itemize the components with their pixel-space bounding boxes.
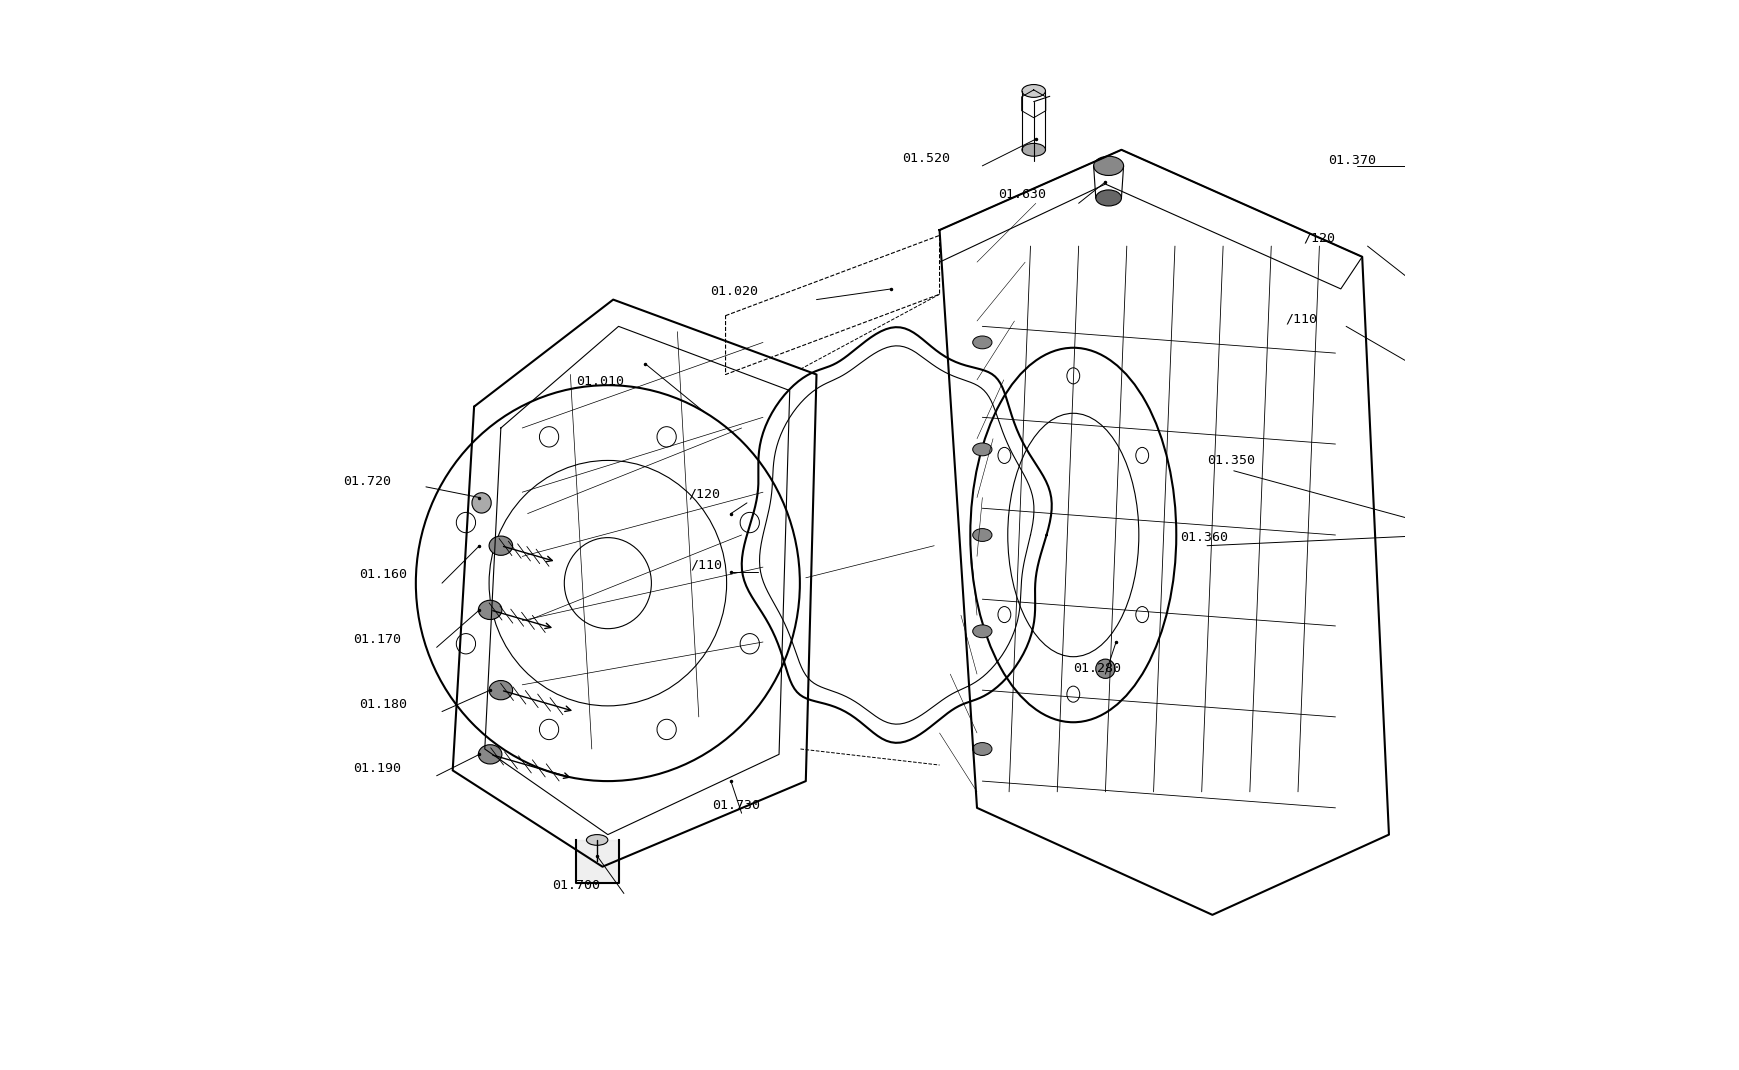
Text: 01.020: 01.020	[710, 285, 756, 297]
Text: 01.190: 01.190	[353, 762, 402, 775]
Text: /110: /110	[690, 559, 722, 571]
Ellipse shape	[1471, 465, 1530, 605]
Ellipse shape	[972, 743, 991, 755]
Text: 01.180: 01.180	[358, 698, 407, 710]
Ellipse shape	[1715, 519, 1723, 551]
Text: 01.010: 01.010	[576, 376, 624, 388]
Ellipse shape	[972, 529, 991, 541]
Bar	[1542, 501, 1640, 570]
Ellipse shape	[586, 835, 607, 845]
Text: /120: /120	[689, 488, 720, 501]
Ellipse shape	[1094, 156, 1123, 175]
Ellipse shape	[1021, 143, 1045, 156]
Ellipse shape	[489, 536, 513, 555]
Text: 01.170: 01.170	[353, 633, 402, 646]
Text: 01.630: 01.630	[998, 188, 1045, 201]
Text: 01.370: 01.370	[1327, 154, 1376, 167]
Ellipse shape	[471, 493, 490, 514]
Text: /110: /110	[1285, 312, 1316, 325]
Text: 01.280: 01.280	[1073, 662, 1120, 675]
Text: 01.360: 01.360	[1179, 531, 1228, 544]
Ellipse shape	[478, 745, 501, 764]
Ellipse shape	[1096, 190, 1122, 207]
Ellipse shape	[489, 681, 513, 700]
Ellipse shape	[972, 443, 991, 456]
Ellipse shape	[972, 625, 991, 638]
Ellipse shape	[1428, 501, 1456, 570]
Polygon shape	[576, 840, 617, 883]
Bar	[1511, 102, 1682, 193]
Ellipse shape	[972, 336, 991, 349]
Text: 01.730: 01.730	[711, 799, 760, 812]
Ellipse shape	[1021, 85, 1045, 97]
Ellipse shape	[1096, 659, 1115, 678]
Bar	[1720, 519, 1739, 551]
Text: 01.160: 01.160	[358, 568, 407, 581]
Ellipse shape	[1442, 501, 1468, 570]
Ellipse shape	[1631, 501, 1647, 570]
Text: 01.720: 01.720	[343, 475, 391, 488]
Text: /120: /120	[1303, 231, 1336, 244]
Text: 01.520: 01.520	[903, 152, 949, 165]
Ellipse shape	[1536, 501, 1551, 570]
Text: 01.350: 01.350	[1207, 454, 1254, 467]
Text: 01.700: 01.700	[551, 880, 600, 892]
Ellipse shape	[478, 600, 501, 620]
